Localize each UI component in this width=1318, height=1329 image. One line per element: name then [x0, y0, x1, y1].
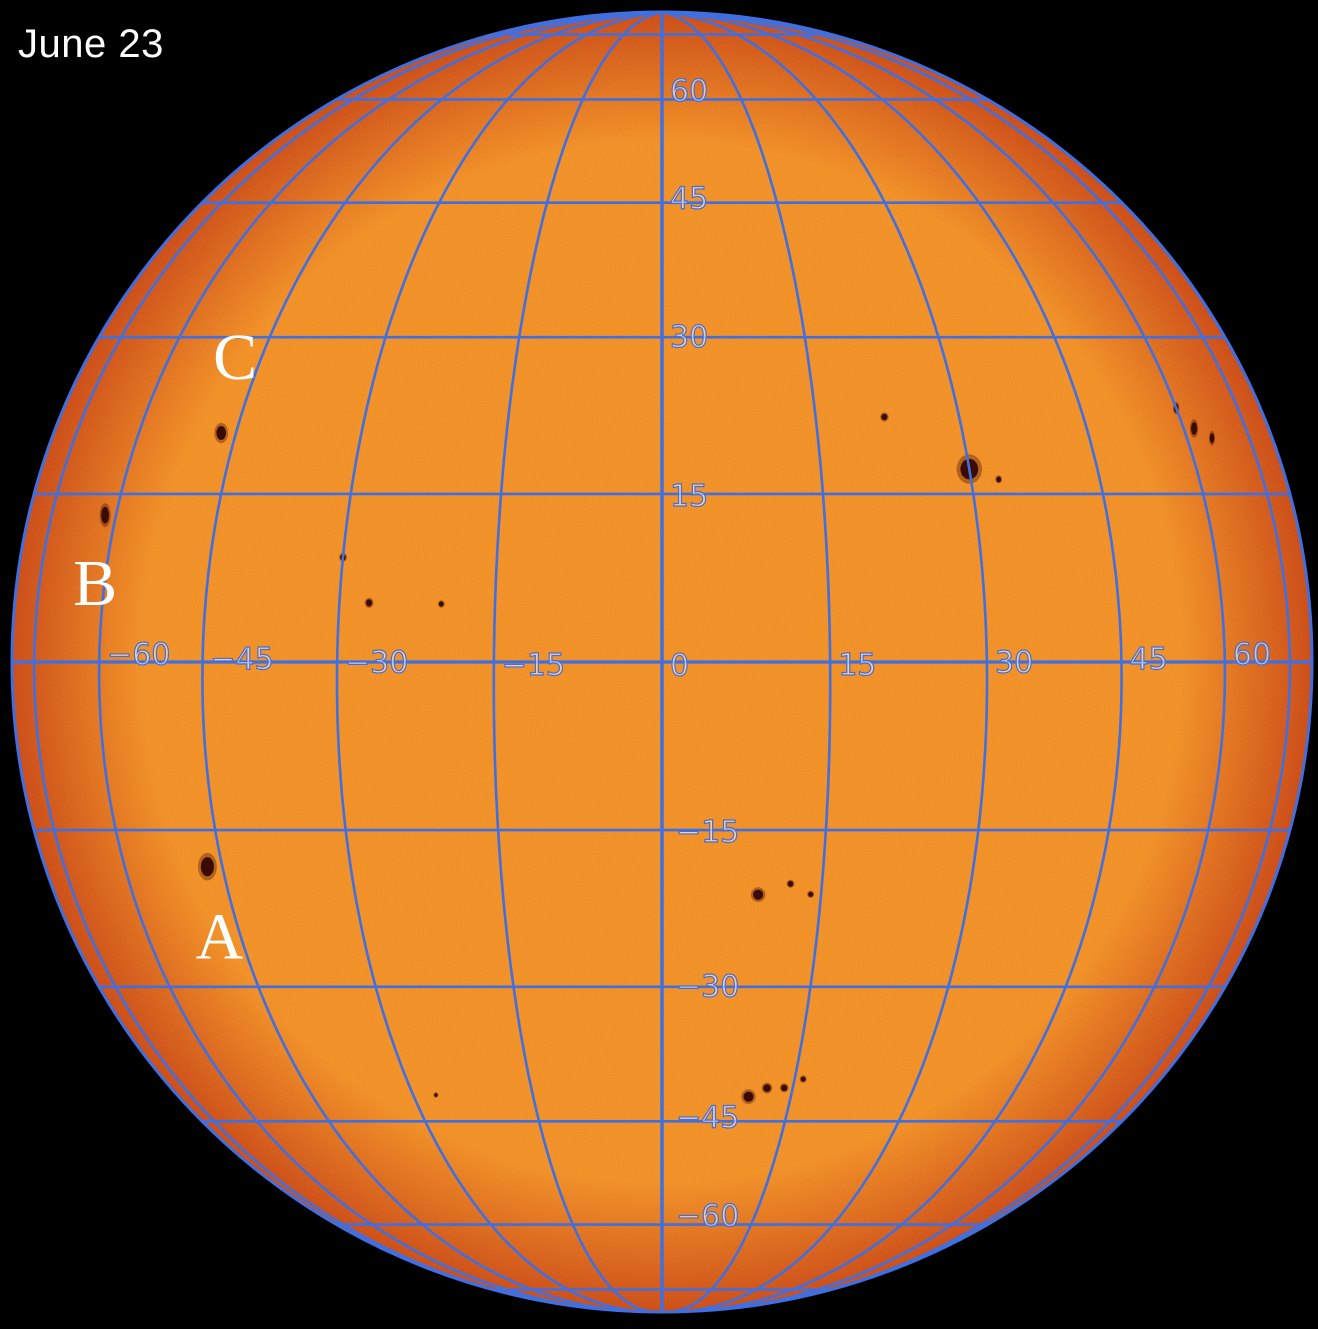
longitude-label: 15: [838, 648, 876, 683]
longitude-line: [661, 12, 989, 1312]
longitude-line: [335, 12, 663, 1312]
longitude-label: −30: [345, 646, 408, 681]
sunspot: [761, 1082, 773, 1094]
sunspot: [750, 887, 766, 903]
longitude-line: [661, 12, 1227, 1312]
grid-labels: −60 −45 −30 −15 0 15 30 45 60 60 45 30 15 −15 −30 −45 −6…: [106, 73, 1271, 1234]
solar-limb-outline: [10, 10, 1314, 1314]
sunspot: [1189, 419, 1199, 438]
sunspot: [214, 422, 229, 444]
sunspot: [799, 1075, 807, 1083]
latitude-label: −45: [676, 1100, 739, 1135]
sunspot-marker-b: B: [73, 547, 117, 620]
sunspot-marker-a: A: [196, 901, 244, 974]
latitude-label: 45: [670, 182, 708, 217]
latitude-label: 30: [670, 320, 708, 355]
longitude-label: −45: [210, 642, 273, 677]
sunspot-marker-c: C: [213, 321, 257, 394]
sunspot: [807, 890, 815, 898]
longitude-label: 0: [670, 649, 689, 684]
sunspot: [198, 852, 217, 881]
sunspot: [364, 597, 374, 609]
longitude-line: [32, 12, 663, 1308]
longitude-label: −15: [502, 648, 565, 683]
longitude-line: [661, 12, 832, 1312]
sunspot: [99, 503, 111, 528]
sunspot: [880, 412, 889, 422]
sunspot: [433, 1092, 439, 1098]
longitude-label: 60: [1233, 637, 1271, 672]
latitude-label: −60: [676, 1199, 739, 1234]
sunspot: [995, 475, 1003, 484]
sunspot: [786, 879, 795, 888]
longitude-line: [492, 12, 663, 1312]
latitude-label: −15: [676, 815, 739, 850]
sunspot-markers: A B C: [73, 321, 257, 974]
sunspot: [1208, 430, 1216, 446]
longitude-label: 30: [995, 646, 1033, 681]
sunspots: [99, 401, 1216, 1105]
sunspot: [437, 600, 445, 608]
latitude-label: −30: [676, 969, 739, 1004]
latitude-label: 60: [670, 74, 708, 109]
sunspot: [779, 1083, 789, 1093]
longitude-line: [661, 12, 1292, 1308]
longitude-label: −60: [107, 637, 170, 672]
longitude-line: [97, 12, 663, 1312]
latitude-label: 15: [670, 479, 708, 514]
sunspot: [741, 1089, 756, 1105]
date-label: June 23: [18, 22, 164, 66]
longitude-label: 45: [1130, 642, 1168, 677]
